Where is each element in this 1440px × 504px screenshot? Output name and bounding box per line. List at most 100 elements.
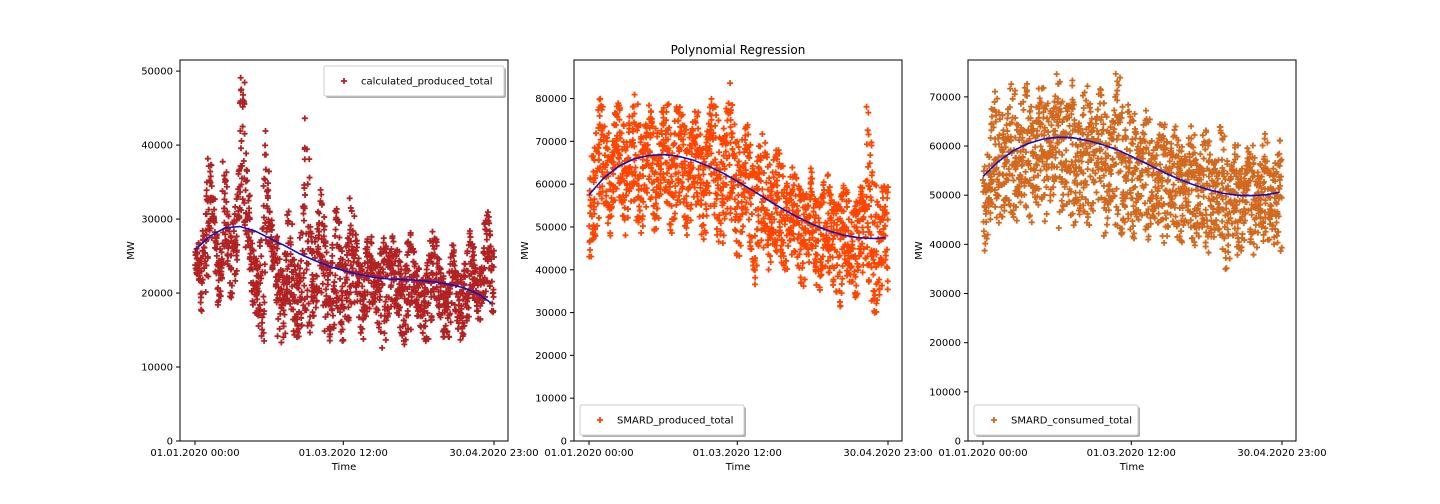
data-point: [461, 272, 468, 279]
data-point: [1143, 144, 1150, 151]
data-point: [356, 262, 363, 269]
data-point: [1052, 127, 1059, 134]
data-point: [474, 307, 481, 314]
data-point: [988, 199, 995, 206]
data-point: [1132, 183, 1139, 190]
data-point: [859, 240, 866, 247]
data-point: [298, 322, 305, 329]
data-point: [759, 186, 766, 193]
data-point: [836, 269, 843, 276]
data-point: [720, 180, 727, 187]
data-point: [647, 108, 654, 115]
data-point: [446, 289, 453, 296]
data-point: [1234, 153, 1241, 160]
data-point: [1133, 213, 1140, 220]
data-point: [469, 253, 476, 260]
data-point: [693, 133, 700, 140]
data-point: [1062, 129, 1069, 136]
data-point: [987, 209, 994, 216]
data-point: [1197, 151, 1204, 158]
data-point: [294, 299, 301, 306]
data-point: [596, 121, 603, 128]
data-point: [1124, 191, 1131, 198]
data-point: [1079, 131, 1086, 138]
data-point: [752, 281, 759, 288]
x-tick-label: 01.01.2020 00:00: [544, 448, 633, 459]
data-point: [591, 210, 598, 217]
data-point: [306, 156, 313, 163]
data-point: [429, 270, 436, 277]
data-point: [341, 261, 348, 268]
data-point: [364, 238, 371, 245]
data-point: [645, 176, 652, 183]
data-point: [444, 315, 451, 322]
data-point: [366, 305, 373, 312]
data-point: [617, 135, 624, 142]
x-axis-label: Time: [725, 462, 750, 473]
data-point: [616, 152, 623, 159]
data-point: [863, 141, 870, 148]
data-point: [1066, 198, 1073, 205]
data-point: [301, 144, 308, 151]
data-point: [1170, 181, 1177, 188]
data-point: [253, 255, 260, 262]
data-point: [237, 87, 244, 94]
data-point: [1032, 134, 1039, 141]
data-point: [1122, 133, 1129, 140]
data-point: [1037, 143, 1044, 150]
data-point: [873, 281, 880, 288]
data-point: [646, 102, 653, 109]
data-point: [1237, 208, 1244, 215]
data-point: [785, 242, 792, 249]
data-point: [639, 216, 646, 223]
data-point: [1124, 108, 1131, 115]
data-point: [471, 269, 478, 276]
data-point: [635, 175, 642, 182]
data-point: [626, 120, 633, 127]
data-point: [735, 158, 742, 165]
data-point: [297, 278, 304, 285]
data-point: [262, 142, 269, 149]
data-point: [256, 242, 263, 249]
data-point: [787, 237, 794, 244]
data-point: [1050, 108, 1057, 115]
x-axis-label: Time: [1119, 462, 1144, 473]
data-point: [586, 223, 593, 230]
data-point: [264, 192, 271, 199]
y-tick-label: 0: [955, 437, 961, 448]
data-point: [321, 223, 328, 230]
data-point: [1043, 184, 1050, 191]
data-point: [616, 193, 623, 200]
data-point: [1109, 119, 1116, 126]
data-point: [328, 307, 335, 314]
data-point: [772, 247, 779, 254]
data-point: [1093, 189, 1100, 196]
data-point: [1012, 166, 1019, 173]
data-point: [456, 297, 463, 304]
data-point: [421, 293, 428, 300]
data-point: [692, 118, 699, 125]
data-point: [1191, 242, 1198, 249]
data-point: [1016, 137, 1023, 144]
data-point: [867, 186, 874, 193]
data-point: [305, 300, 312, 307]
data-point: [999, 111, 1006, 118]
data-point: [798, 279, 805, 286]
data-point: [255, 322, 262, 329]
data-point: [611, 148, 618, 155]
y-tick-label: 40000: [929, 240, 961, 251]
data-point: [262, 237, 269, 244]
data-point: [266, 209, 273, 216]
data-point: [1104, 215, 1111, 222]
data-point: [616, 180, 623, 187]
data-point: [828, 244, 835, 251]
data-point: [661, 187, 668, 194]
data-point: [1244, 145, 1251, 152]
data-point: [384, 306, 391, 313]
data-point: [1164, 233, 1171, 240]
data-point: [1136, 153, 1143, 160]
data-point: [347, 289, 354, 296]
data-point: [630, 103, 637, 110]
data-point: [808, 192, 815, 199]
data-point: [230, 228, 237, 235]
